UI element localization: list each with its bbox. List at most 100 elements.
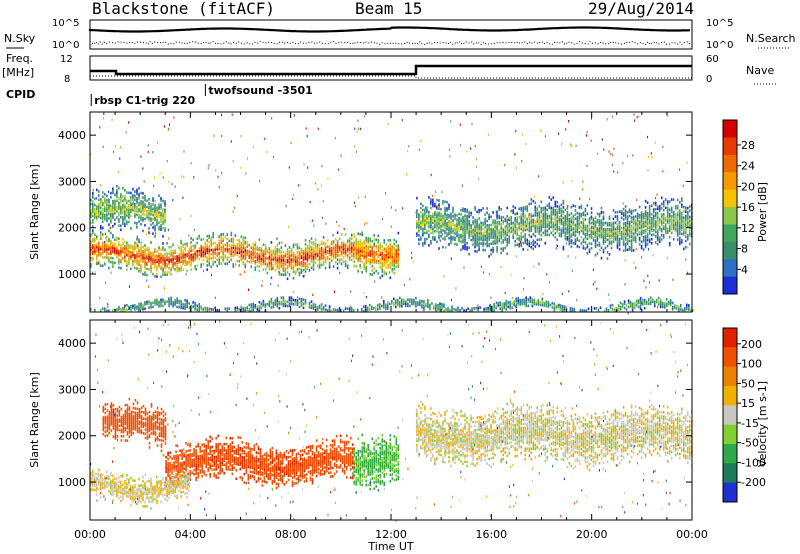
echo-cell bbox=[228, 260, 231, 264]
echo-cell bbox=[298, 297, 301, 301]
echo-cell bbox=[160, 215, 162, 219]
echo-cell bbox=[154, 248, 156, 251]
echo-cell bbox=[428, 219, 430, 222]
noise-cell bbox=[568, 120, 569, 123]
echo-cell bbox=[320, 263, 323, 267]
noise-cell bbox=[338, 224, 340, 228]
echo-cell bbox=[102, 251, 104, 255]
echo-cell bbox=[480, 229, 482, 233]
echo-cell bbox=[90, 250, 92, 254]
echo-cell bbox=[436, 226, 438, 229]
echo-cell bbox=[597, 308, 600, 312]
echo-cell bbox=[428, 212, 430, 216]
echo-cell bbox=[116, 238, 118, 242]
echo-cell bbox=[506, 233, 508, 237]
noise-cell bbox=[353, 201, 355, 204]
echo-cell bbox=[416, 226, 418, 229]
echo-cell bbox=[520, 244, 522, 247]
echo-cell bbox=[590, 215, 593, 219]
echo-cell bbox=[379, 245, 382, 248]
echo-cell bbox=[200, 263, 202, 266]
echo-cell bbox=[542, 217, 545, 220]
echo-cell bbox=[102, 207, 104, 211]
echo-cell bbox=[355, 265, 357, 268]
echo-cell bbox=[336, 250, 339, 253]
echo-cell bbox=[357, 244, 359, 248]
echo-cell bbox=[104, 245, 106, 249]
echo-cell bbox=[318, 304, 321, 308]
noise-cell bbox=[306, 134, 308, 138]
echo-cell bbox=[244, 263, 247, 267]
echo-cell bbox=[152, 209, 154, 213]
echo-cell bbox=[254, 243, 257, 246]
echo-cell bbox=[424, 231, 426, 235]
echo-cell bbox=[348, 252, 351, 255]
echo-cell bbox=[365, 253, 367, 256]
noise-cell bbox=[662, 170, 664, 173]
echo-cell bbox=[424, 227, 426, 230]
noise-cell bbox=[332, 234, 334, 237]
echo-cell bbox=[132, 208, 134, 212]
echo-cell bbox=[602, 227, 605, 231]
echo-cell bbox=[397, 260, 400, 264]
echo-cell bbox=[230, 254, 233, 258]
noise-cell bbox=[193, 176, 195, 179]
echo-cell bbox=[586, 243, 589, 247]
echo-cell bbox=[146, 300, 148, 304]
echo-cell bbox=[464, 222, 466, 226]
echo-cell bbox=[624, 205, 627, 208]
echo-cell bbox=[104, 407, 107, 411]
noise-cell bbox=[290, 141, 292, 145]
echo-cell bbox=[134, 215, 136, 218]
echo-cell bbox=[359, 257, 361, 261]
echo-cell bbox=[150, 251, 152, 255]
noise-cell bbox=[521, 160, 523, 163]
echo-cell bbox=[640, 211, 643, 214]
echo-cell bbox=[391, 249, 394, 252]
echo-cell bbox=[332, 248, 335, 252]
echo-cell bbox=[292, 254, 295, 257]
echo-cell bbox=[310, 241, 313, 245]
echo-cell bbox=[254, 255, 257, 259]
echo-cell bbox=[104, 205, 106, 208]
echo-cell bbox=[110, 256, 112, 260]
echo-cell bbox=[353, 241, 355, 245]
echo-cell bbox=[516, 216, 518, 219]
noise-cell bbox=[609, 298, 611, 302]
echo-cell bbox=[100, 237, 102, 240]
echo-cell bbox=[422, 231, 424, 235]
echo-cell bbox=[114, 249, 116, 252]
echo-cell bbox=[460, 236, 462, 239]
echo-cell bbox=[280, 260, 283, 264]
echo-cell bbox=[440, 207, 442, 211]
echo-cell bbox=[100, 264, 102, 267]
echo-cell bbox=[451, 305, 453, 309]
echo-cell bbox=[536, 215, 539, 219]
echo-cell bbox=[548, 202, 551, 205]
echo-cell bbox=[128, 220, 130, 224]
echo-cell bbox=[608, 253, 611, 256]
echo-cell bbox=[130, 255, 132, 258]
echo-cell bbox=[326, 308, 329, 312]
noise-cell bbox=[298, 184, 300, 187]
echo-cell bbox=[642, 221, 645, 224]
echo-cell bbox=[492, 250, 494, 254]
echo-cell bbox=[304, 257, 307, 261]
noise-cell bbox=[247, 157, 248, 160]
echo-cell bbox=[152, 226, 154, 229]
echo-cell bbox=[368, 303, 371, 307]
echo-cell bbox=[430, 221, 432, 224]
noise-cell bbox=[148, 285, 150, 288]
echo-cell bbox=[308, 269, 311, 272]
echo-cell bbox=[276, 260, 279, 264]
echo-cell bbox=[432, 204, 434, 208]
echo-cell bbox=[374, 306, 377, 309]
echo-cell bbox=[256, 252, 259, 255]
echo-cell bbox=[551, 302, 554, 305]
echo-cell bbox=[395, 248, 398, 252]
echo-cell bbox=[541, 297, 544, 301]
echo-cell bbox=[180, 248, 182, 251]
echo-cell bbox=[348, 237, 351, 241]
echo-cell bbox=[496, 210, 498, 214]
echo-cell bbox=[250, 252, 253, 256]
